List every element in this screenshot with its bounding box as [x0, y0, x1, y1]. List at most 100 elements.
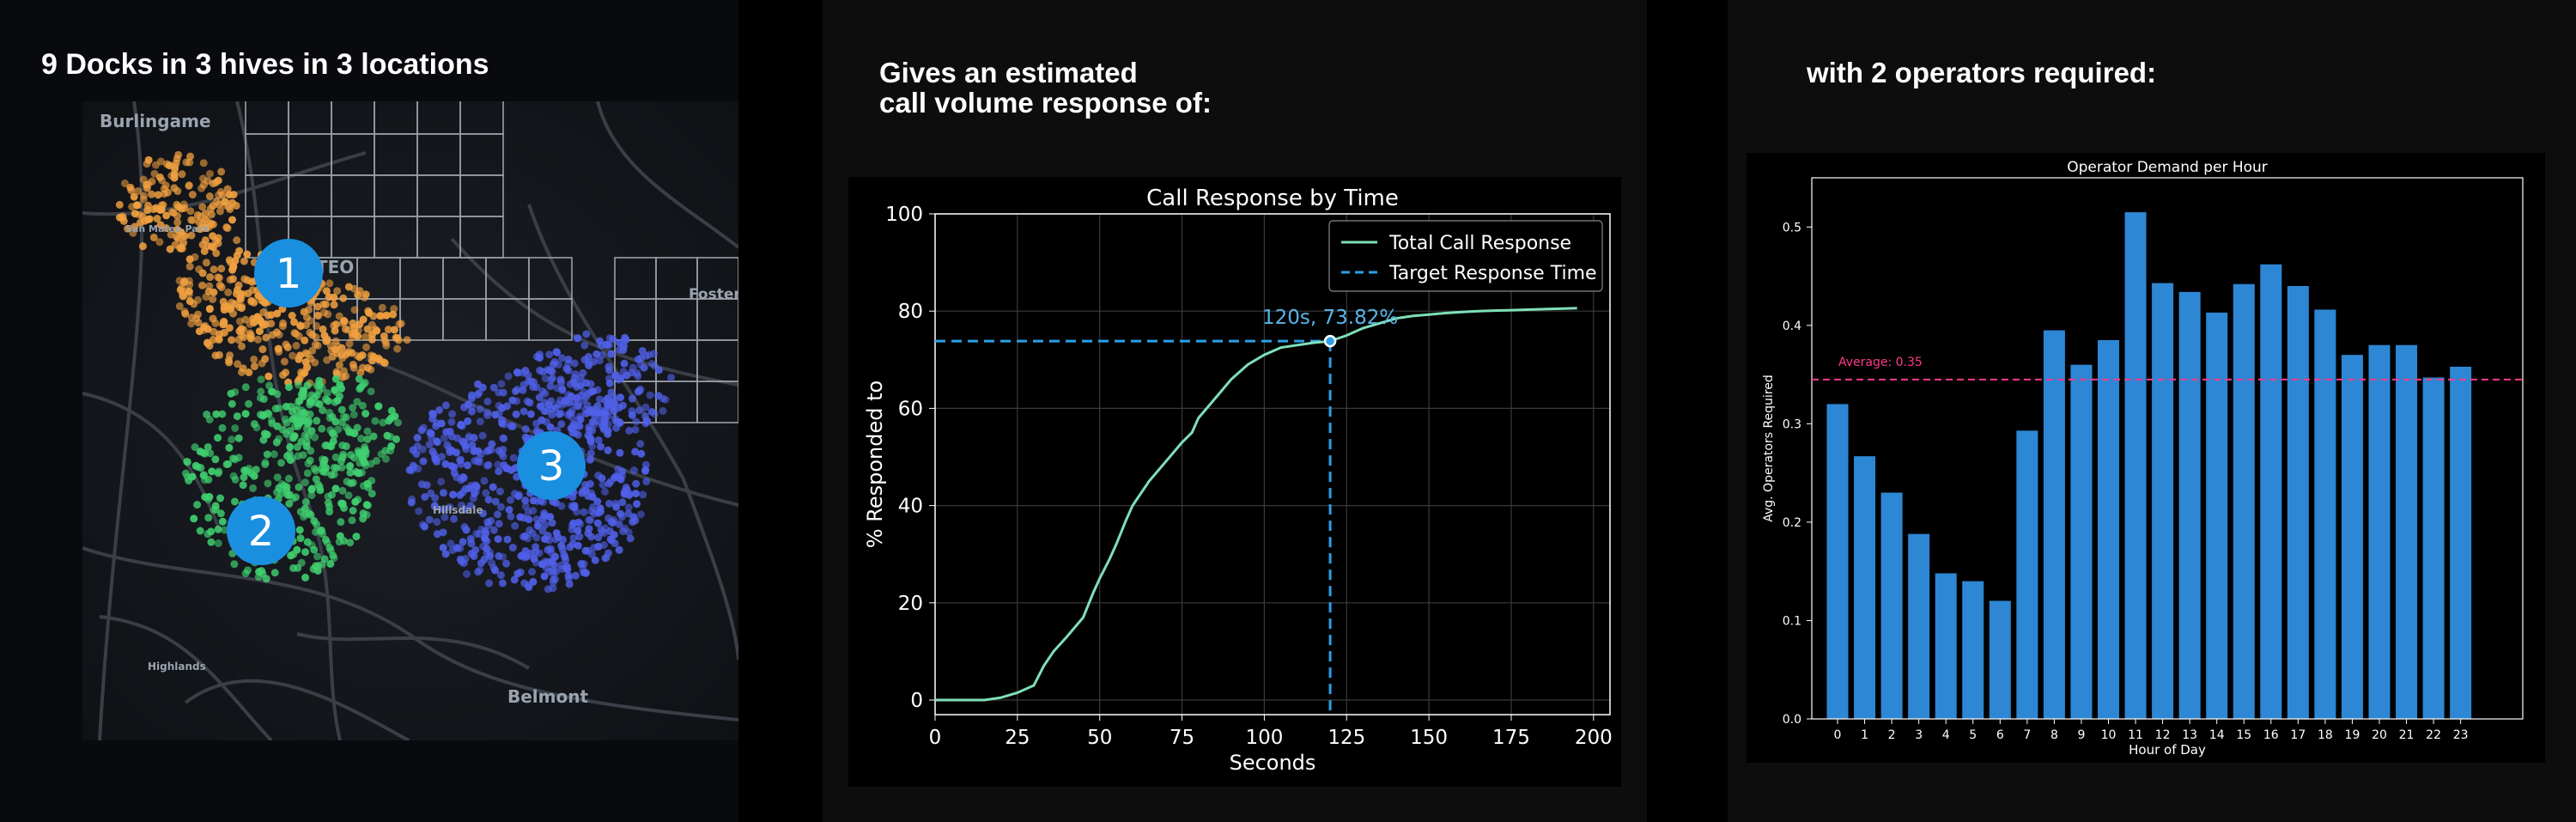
incident-point [202, 293, 210, 301]
incident-point [569, 534, 578, 543]
incident-point [431, 494, 440, 502]
incident-point [267, 416, 276, 424]
incident-point [459, 538, 467, 546]
incident-point [130, 192, 138, 201]
incident-point [342, 325, 350, 333]
incident-point [479, 542, 488, 551]
incident-point [224, 288, 233, 296]
incident-point [308, 484, 317, 493]
incident-point [155, 173, 164, 181]
incident-point [587, 550, 596, 558]
incident-point [220, 320, 228, 329]
incident-point [369, 432, 378, 441]
incident-point [371, 417, 380, 425]
incident-point [540, 572, 549, 581]
incident-point [115, 200, 124, 209]
incident-point [224, 460, 233, 468]
incident-point [585, 362, 593, 370]
incident-point [615, 345, 623, 354]
incident-point [565, 410, 574, 418]
map-road [82, 392, 222, 532]
incident-point [211, 351, 220, 360]
incident-point [503, 535, 512, 544]
incident-point [449, 490, 458, 499]
incident-point [358, 468, 367, 477]
incident-point [382, 311, 391, 320]
incident-point [483, 518, 492, 527]
incident-point [312, 333, 320, 342]
incident-point [439, 489, 447, 497]
hive-number: 3 [538, 442, 565, 490]
incident-point [218, 410, 227, 418]
incident-point [593, 519, 602, 527]
incident-point [289, 351, 297, 360]
y-tick-label: 20 [898, 593, 923, 615]
incident-point [295, 397, 304, 405]
incident-point [439, 544, 447, 552]
incident-point [299, 451, 307, 460]
incident-point [573, 334, 581, 343]
incident-point [208, 220, 216, 228]
incident-point [457, 420, 465, 429]
incident-point [585, 515, 593, 524]
incident-point [327, 346, 336, 355]
incident-point [624, 528, 633, 537]
incident-point [646, 391, 654, 399]
incident-point [230, 560, 239, 569]
incident-point [605, 514, 613, 522]
incident-point [241, 569, 250, 578]
incident-point [551, 535, 560, 544]
incident-point [258, 345, 267, 354]
incident-point [259, 411, 268, 419]
incident-point [615, 545, 623, 554]
incident-point [538, 527, 547, 535]
incident-point [372, 457, 380, 466]
incident-point [154, 191, 162, 199]
incident-point [289, 318, 298, 326]
incident-point [532, 515, 541, 524]
incident-point [314, 312, 323, 320]
incident-point [138, 242, 147, 251]
incident-point [214, 539, 222, 548]
incident-point [533, 521, 542, 530]
x-axis-label: Hour of Day [2129, 742, 2206, 758]
incident-point [633, 500, 641, 508]
incident-point [607, 536, 616, 545]
x-tick-label: 22 [2426, 728, 2441, 742]
map-road [527, 204, 738, 661]
incident-point [301, 478, 309, 487]
incident-point [549, 578, 557, 587]
incident-point [275, 404, 283, 412]
incident-point [381, 338, 390, 347]
x-tick-label: 2 [1888, 728, 1896, 742]
incident-point [565, 575, 574, 583]
incident-point [307, 491, 316, 500]
incident-point [616, 338, 624, 347]
incident-point [318, 455, 326, 464]
incident-point [149, 233, 158, 241]
incident-point [204, 496, 213, 504]
incident-point [264, 372, 273, 381]
incident-point [240, 275, 249, 283]
incident-point [448, 546, 457, 555]
incident-point [488, 558, 496, 567]
incident-point [301, 573, 310, 581]
incident-point [586, 455, 595, 464]
incident-point [175, 302, 184, 311]
incident-point [392, 435, 401, 443]
incident-point [346, 539, 355, 547]
map-road [98, 101, 144, 740]
incident-point [498, 419, 507, 428]
incident-point [558, 354, 567, 362]
map-place-label: Highlands [148, 661, 206, 673]
incident-point [230, 300, 239, 308]
incident-point [325, 293, 333, 301]
incident-point [211, 455, 220, 464]
incident-point [441, 550, 450, 558]
incident-point [512, 410, 520, 418]
incident-point [415, 507, 423, 515]
incident-point [605, 366, 614, 374]
incident-point [205, 169, 214, 178]
incident-point [257, 387, 265, 396]
incident-point [440, 505, 448, 514]
